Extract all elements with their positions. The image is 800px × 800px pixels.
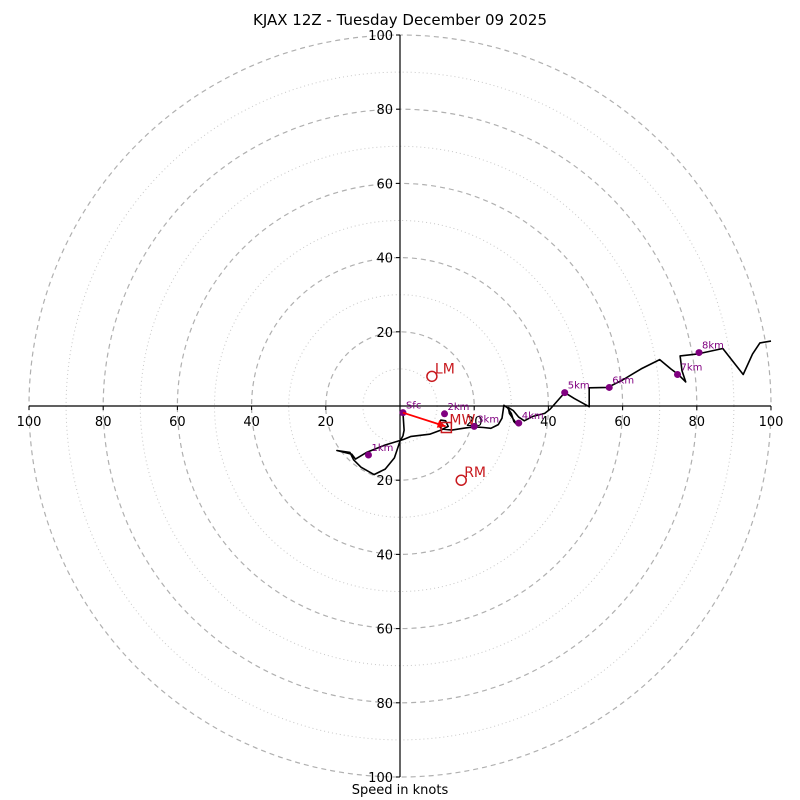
chart-title: KJAX 12Z - Tuesday December 09 2025 [253, 11, 547, 29]
level-marker [515, 419, 523, 427]
x-tick-label: 100 [759, 415, 784, 430]
level-label: 1km [371, 443, 393, 454]
level-marker [695, 349, 703, 357]
level-label: 8km [702, 341, 724, 352]
level-label: 3km [477, 414, 499, 425]
y-tick-label: 20 [376, 474, 393, 489]
level-marker [470, 422, 478, 430]
y-tick-label: 40 [376, 252, 393, 267]
y-tick-label: 60 [376, 623, 393, 638]
x-tick-label: 40 [243, 415, 260, 430]
x-tick-label: 80 [689, 415, 706, 430]
rm-label: RM [464, 465, 486, 481]
x-tick-label: 20 [318, 415, 335, 430]
level-marker [364, 451, 372, 459]
mw-label: MW [449, 413, 475, 429]
trace-line [336, 340, 772, 476]
level-marker [441, 410, 449, 418]
wind-trace [336, 340, 772, 476]
x-tick-label: 60 [169, 415, 186, 430]
level-marker [605, 383, 613, 391]
tick-labels: 100 80 60 40 20 20 40 60 80 100 100 80 60 40 20 20 40 60 8… [17, 29, 784, 786]
level-label: 5km [568, 381, 590, 392]
y-tick-label: 20 [376, 326, 393, 341]
x-tick-label: 80 [95, 415, 112, 430]
axes [28, 34, 772, 778]
storm-motion: LM RM MW [402, 361, 486, 486]
level-label: 2km [448, 402, 470, 413]
x-tick-label: 20 [466, 415, 483, 430]
level-label: 4km [522, 411, 544, 422]
rm-marker [455, 474, 467, 486]
y-tick-label: 60 [376, 177, 393, 192]
y-tick-label: 40 [376, 548, 393, 563]
y-tick-label: 100 [368, 29, 393, 44]
level-label: 7km [681, 362, 703, 373]
y-tick-label: 100 [368, 771, 393, 786]
x-tick-label: 60 [614, 415, 631, 430]
x-tick-label: 100 [17, 415, 42, 430]
level-label: Sfc [406, 401, 421, 412]
y-tick-label: 80 [376, 103, 393, 118]
level-label: 6km [612, 375, 634, 386]
lm-label: LM [435, 361, 455, 377]
level-marker [561, 389, 569, 397]
height-markers: Sfc 1km 2km 3km 4km 5km 6km 7km 8km [364, 341, 724, 459]
x-axis-label: Speed in knots [351, 783, 449, 798]
y-tick-label: 80 [376, 697, 393, 712]
mw-marker [440, 421, 453, 434]
lm-marker [426, 370, 438, 383]
level-marker [674, 370, 682, 378]
x-tick-label: 40 [540, 415, 557, 430]
